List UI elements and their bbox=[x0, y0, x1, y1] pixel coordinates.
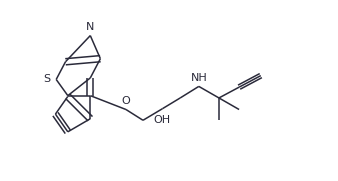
Text: OH: OH bbox=[154, 115, 171, 125]
Text: N: N bbox=[86, 22, 95, 33]
Text: O: O bbox=[122, 96, 130, 106]
Text: NH: NH bbox=[190, 73, 207, 83]
Text: S: S bbox=[43, 74, 50, 85]
